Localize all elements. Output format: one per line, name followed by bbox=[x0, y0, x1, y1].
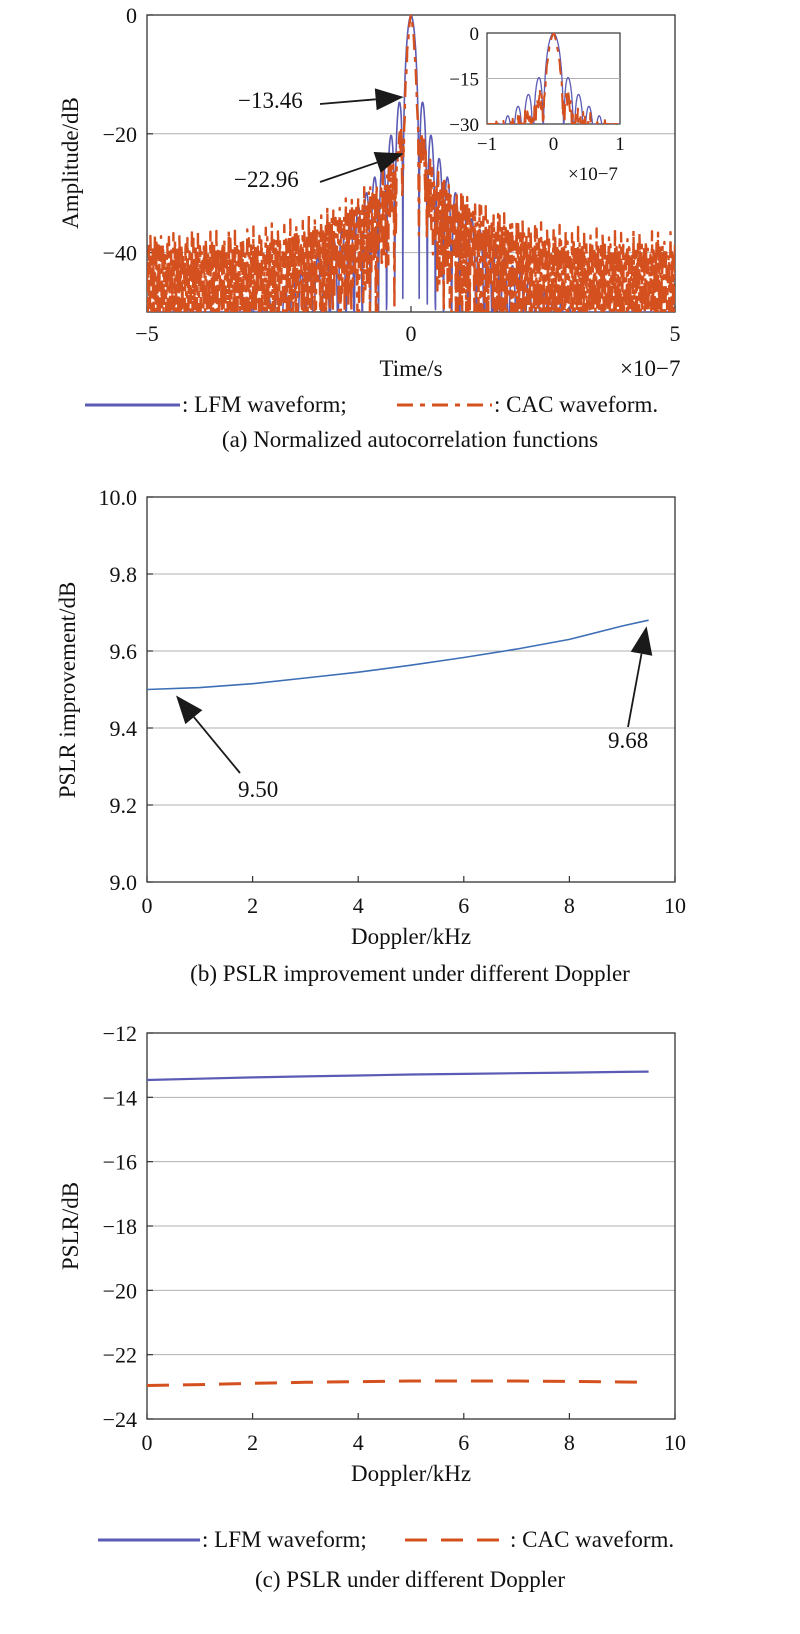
a-x-exponent-label: ×10−7 bbox=[620, 356, 680, 381]
a-series-group bbox=[147, 15, 675, 312]
b-arrow-968-head bbox=[630, 626, 653, 656]
b-ytick-label: 9.2 bbox=[110, 793, 138, 818]
b-xtick-label: 0 bbox=[142, 893, 153, 918]
a-arrow-22-96-shaft bbox=[319, 161, 378, 183]
a-annotation-13-46: −13.46 bbox=[238, 88, 303, 113]
a-xtick-label: 5 bbox=[670, 321, 681, 346]
a-arrow-13-46-shaft bbox=[319, 98, 376, 105]
b-xtick-label: 6 bbox=[458, 893, 469, 918]
a-inset-ytick-label: −15 bbox=[449, 70, 479, 91]
c-caption: (c) PSLR under different Doppler bbox=[255, 1567, 565, 1592]
b-plot-frame bbox=[146, 496, 676, 883]
c-xtick-label: 6 bbox=[458, 1430, 469, 1455]
c-xtick-label: 4 bbox=[353, 1430, 364, 1455]
a-inset-series-lfm bbox=[487, 33, 620, 124]
b-ytick-label: 9.6 bbox=[110, 639, 138, 664]
legend-label-lfm: : LFM waveform; bbox=[182, 392, 347, 417]
c-ytick-label: −16 bbox=[103, 1150, 137, 1175]
b-annotation-950: 9.50 bbox=[238, 777, 278, 802]
b-arrow-950-shaft bbox=[193, 716, 241, 774]
c-ytick-label: −24 bbox=[103, 1407, 137, 1432]
a-arrow-13-46-head bbox=[374, 88, 404, 111]
chart-a: 0 −20 −40 −5 0 5 −13.46 −22.96 Time/s ×10−7 Amplit… bbox=[58, 3, 681, 452]
b-series-line bbox=[146, 619, 649, 691]
a-xtick-label: −5 bbox=[135, 321, 158, 346]
b-ytick-label: 10.0 bbox=[99, 485, 138, 510]
b-ytick-label: 9.4 bbox=[110, 716, 138, 741]
c-ytick-label: −20 bbox=[103, 1278, 137, 1303]
b-xtick-label: 10 bbox=[664, 893, 686, 918]
b-caption: (b) PSLR improvement under different Dop… bbox=[190, 961, 630, 986]
c-ytick-label: −18 bbox=[103, 1214, 137, 1239]
c-ytick-label: −12 bbox=[103, 1021, 137, 1046]
chart-c: −12 −14 −16 −18 −20 −22 −240 2 4 6 8 10 Doppler/kHz P… bbox=[58, 1021, 686, 1592]
c-series-cac bbox=[146, 1379, 649, 1387]
a-inset-xtick-label: 1 bbox=[615, 134, 625, 155]
a-inset-ytick-label: −30 bbox=[449, 115, 479, 136]
c-ytick-label: −22 bbox=[103, 1343, 137, 1368]
c-xtick-label: 10 bbox=[664, 1430, 686, 1455]
legend-label-cac: : CAC waveform. bbox=[494, 392, 658, 417]
c-ytick-label: −14 bbox=[103, 1085, 137, 1110]
a-inset-series-group bbox=[487, 33, 620, 124]
a-inset-x-exponent-label: ×10−7 bbox=[568, 164, 618, 185]
c-ylabel: PSLR/dB bbox=[58, 1182, 83, 1270]
b-ylabel: PSLR improvement/dB bbox=[55, 582, 80, 799]
a-inset-xtick-label: −1 bbox=[477, 134, 497, 155]
a-series-cac bbox=[147, 15, 675, 312]
c-xlabel: Doppler/kHz bbox=[351, 1461, 471, 1486]
chart-b: 9.0 9.2 9.4 9.6 9.8 10.0 0 2 4 6 8 10 9.50 9.68 Dopple… bbox=[55, 485, 686, 986]
b-arrow-950-head bbox=[176, 695, 203, 725]
a-ytick-label: −20 bbox=[103, 122, 137, 147]
b-xlabel: Doppler/kHz bbox=[351, 924, 471, 949]
b-ytick-label: 9.8 bbox=[110, 562, 138, 587]
c-xtick-label: 8 bbox=[564, 1430, 575, 1455]
a-annotation-22-96: −22.96 bbox=[234, 167, 299, 192]
b-annotation-968: 9.68 bbox=[608, 728, 648, 753]
legend-label-lfm: : LFM waveform; bbox=[202, 1527, 367, 1552]
b-xtick-label: 2 bbox=[247, 893, 258, 918]
a-xtick-label: 0 bbox=[406, 321, 417, 346]
a-ylabel: Amplitude/dB bbox=[58, 97, 83, 229]
b-ytick-label: 9.0 bbox=[110, 870, 138, 895]
a-ytick-label: −40 bbox=[103, 241, 137, 266]
c-xtick-label: 2 bbox=[247, 1430, 258, 1455]
b-xtick-label: 4 bbox=[353, 893, 364, 918]
a-inset-ytick-label: 0 bbox=[470, 24, 480, 45]
c-series-lfm bbox=[146, 1070, 649, 1082]
a-ytick-label: 0 bbox=[126, 3, 137, 28]
b-arrow-968-shaft bbox=[627, 653, 643, 728]
c-xtick-label: 0 bbox=[142, 1430, 153, 1455]
a-inset-xtick-label: 0 bbox=[549, 134, 559, 155]
legend-label-cac: : CAC waveform. bbox=[510, 1527, 674, 1552]
a-xlabel: Time/s bbox=[379, 356, 442, 381]
b-xtick-label: 8 bbox=[564, 893, 575, 918]
a-caption: (a) Normalized autocorrelation functions bbox=[222, 427, 598, 452]
a-arrow-22-96-head bbox=[373, 152, 404, 173]
